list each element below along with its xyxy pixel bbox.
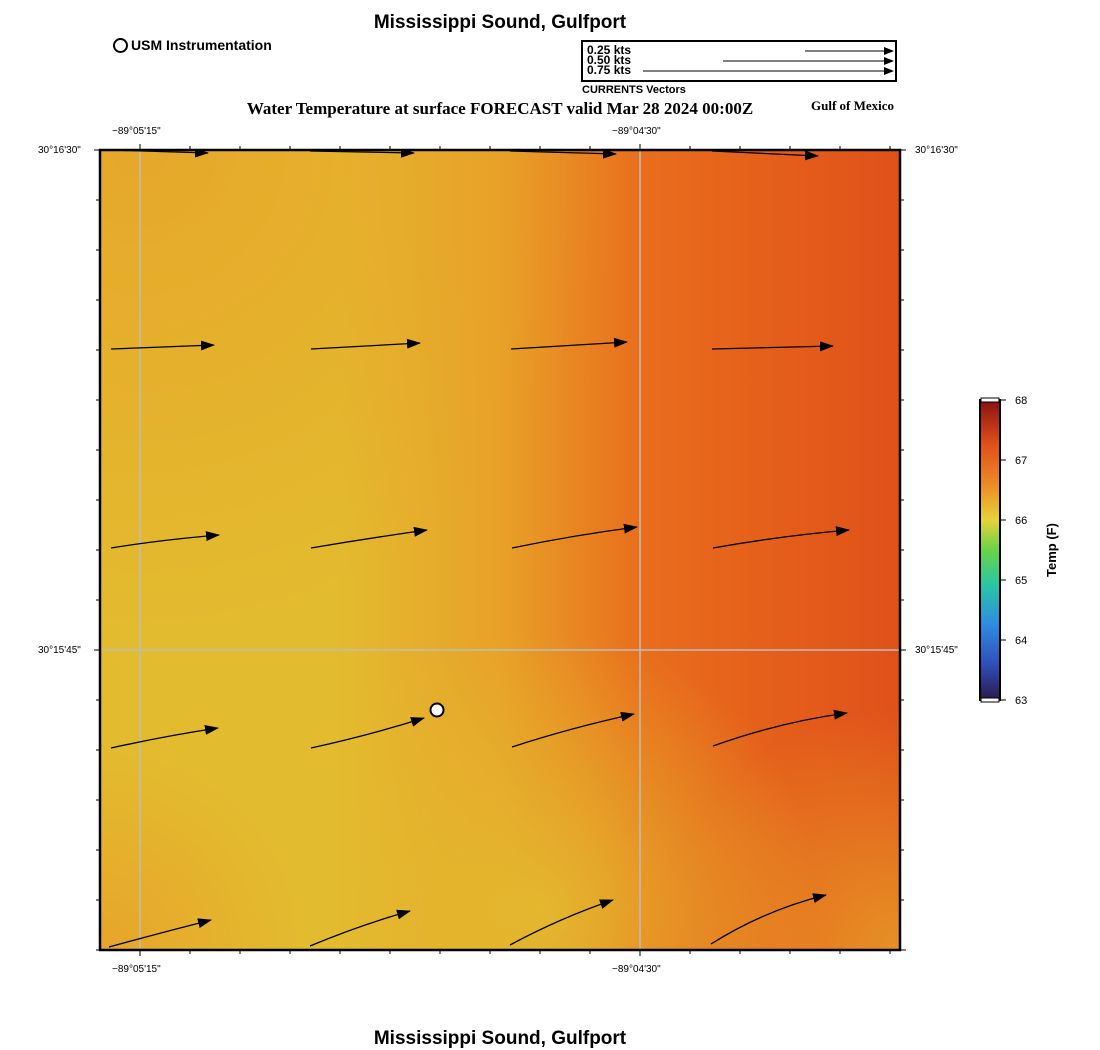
current-vector (110, 340, 215, 351)
vector-scale-label-1: 0.25 kts (587, 43, 632, 57)
current-vector (509, 899, 614, 946)
usm-legend: USM Instrumentation (113, 37, 272, 53)
current-vector (309, 909, 411, 947)
current-vectors (108, 150, 850, 948)
colorbar-tick-65: 65 (1015, 575, 1027, 587)
lon-tick-bottom-2: −89°04'30" (612, 964, 661, 975)
vector-scale-label-3: 0.75 kts (587, 63, 632, 77)
colorbar-label: Temp (F) (1044, 523, 1059, 577)
region-label: Gulf of Mexico (811, 98, 895, 113)
temperature-field (100, 150, 900, 950)
vector-scale-box: 0.25 kts 0.50 kts 0.75 kts (581, 40, 897, 82)
current-vector (710, 893, 827, 945)
map-minor-ticks (94, 144, 906, 956)
usm-station-icon (113, 37, 128, 53)
colorbar-scale (979, 399, 1001, 701)
current-vector (509, 150, 617, 159)
colorbar-tick-64: 64 (1015, 635, 1027, 647)
current-vector (711, 150, 819, 161)
colorbar-tick-67: 67 (1015, 455, 1027, 467)
current-vector (510, 337, 628, 350)
current-vector (712, 709, 848, 747)
lat-tick-right-2: 30°15'45" (915, 645, 958, 656)
colorbar-tick-68: 68 (1015, 395, 1027, 407)
colorbar-tick-63: 63 (1015, 695, 1027, 707)
current-vector (310, 338, 421, 350)
map-title: Water Temperature at surface FORECAST va… (246, 99, 754, 118)
site-title: Mississippi Sound, Gulfport (373, 12, 627, 33)
current-vector (712, 526, 850, 549)
colorbar-tick-66: 66 (1015, 515, 1027, 527)
map-gridlines (100, 150, 900, 950)
lon-tick-top-1: −89°05'15" (112, 126, 161, 137)
current-vector (511, 711, 635, 748)
current-vector (310, 526, 428, 549)
vector-scale-label-2: 0.50 kts (587, 53, 632, 67)
lat-tick-right-1: 30°16'30" (915, 145, 958, 156)
current-vector (309, 150, 415, 158)
lat-tick-left-1: 30°16'30" (38, 145, 81, 156)
current-vector (711, 341, 834, 352)
vector-caption: CURRENTS Vectors (582, 84, 686, 96)
current-vector (511, 523, 638, 549)
temperature-colorbar: 68 67 66 65 64 63 Temp (F) (979, 395, 1059, 707)
current-vector (110, 724, 219, 749)
usm-station-marker[interactable] (429, 702, 445, 718)
current-vector (310, 717, 425, 749)
lat-tick-left-2: 30°15'45" (38, 645, 81, 656)
usm-legend-label: USM Instrumentation (131, 37, 272, 53)
lon-tick-bottom-1: −89°05'15" (112, 964, 161, 975)
current-vector (110, 531, 220, 549)
vector-scale-arrows (643, 47, 894, 75)
lon-tick-top-2: −89°04'30" (612, 126, 661, 137)
footer-title: Mississippi Sound, Gulfport (373, 1028, 627, 1049)
current-vector (108, 918, 212, 948)
